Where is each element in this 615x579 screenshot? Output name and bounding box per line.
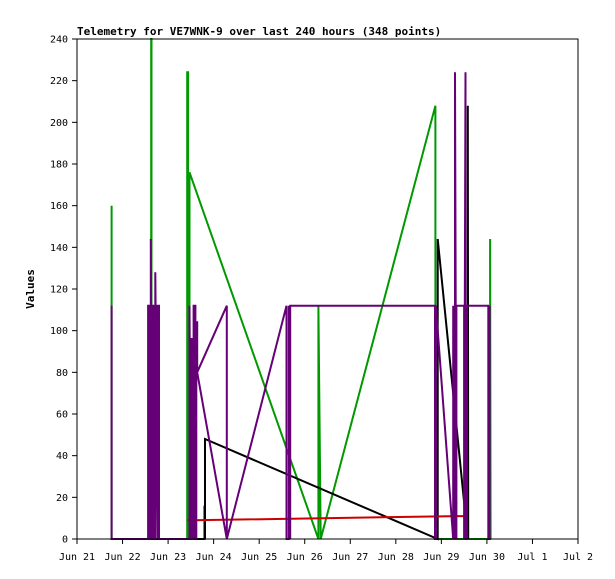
y-tick-label: 40 [56, 451, 68, 462]
y-tick-label: 20 [56, 493, 68, 504]
x-tick-label: Jun 23 [150, 552, 186, 563]
y-tick-label: 240 [50, 35, 68, 46]
x-tick-label: Jun 21 [59, 552, 95, 563]
y-tick-label: 60 [56, 410, 68, 421]
x-tick-label: Jun 30 [469, 552, 505, 563]
y-tick-label: 160 [50, 201, 68, 212]
x-tick-label: Jun 25 [241, 552, 277, 563]
y-axis-label: Values [24, 269, 37, 309]
y-tick-label: 80 [56, 368, 68, 379]
x-tick-label: Jul 1 [517, 552, 547, 563]
x-tick-label: Jul 2 [563, 552, 593, 563]
plot-frame [76, 38, 579, 540]
x-tick-label: Jun 24 [196, 552, 232, 563]
y-tick-label: 200 [50, 118, 68, 129]
y-tick-label: 120 [50, 285, 68, 296]
x-tick-label: Jun 28 [378, 552, 414, 563]
x-tick-label: Jun 26 [287, 552, 323, 563]
y-tick-label: 100 [50, 326, 68, 337]
y-tick-label: 140 [50, 243, 68, 254]
x-tick-label: Jun 22 [104, 552, 140, 563]
x-tick-label: Jun 27 [332, 552, 368, 563]
series-line-4 [110, 72, 491, 540]
y-tick-label: 0 [62, 535, 68, 546]
x-tick-label: Jun 29 [423, 552, 459, 563]
ticks-layer: 0 20 40 60 80 100 120 140 160 180 200 220 240 Jun 21 J… [50, 35, 593, 564]
y-tick-label: 180 [50, 160, 68, 171]
y-tick-label: 220 [50, 76, 68, 87]
chart-title: Telemetry for VE7WNK-9 over last 240 hou… [77, 25, 441, 38]
